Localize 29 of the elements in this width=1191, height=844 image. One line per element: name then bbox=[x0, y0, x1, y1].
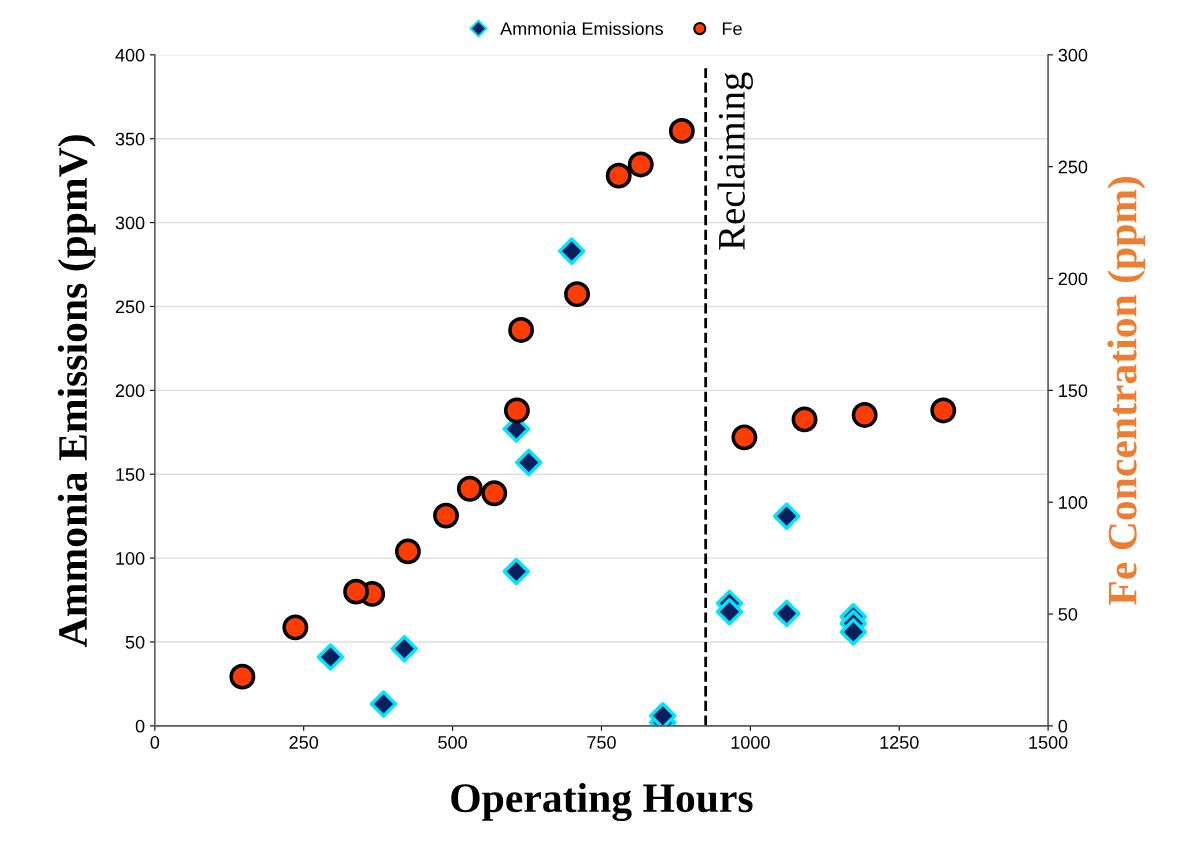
x-tick-label: 250 bbox=[289, 736, 319, 749]
y-tick-label: 200 bbox=[115, 384, 145, 398]
y-tick-label: 0 bbox=[135, 719, 145, 733]
y2-tick-label: 200 bbox=[1058, 272, 1088, 286]
x-tick-label: 500 bbox=[438, 736, 467, 749]
x-tick-label: 1500 bbox=[1029, 736, 1068, 749]
x-tick-label: 0 bbox=[150, 736, 160, 749]
y-tick-label: 150 bbox=[116, 468, 145, 481]
y2-tick-label: 150 bbox=[1059, 384, 1088, 398]
y-tick-label: 50 bbox=[125, 635, 145, 649]
x-tick-label: 1000 bbox=[731, 736, 770, 749]
x-axis-title: Operating Hours bbox=[451, 782, 753, 822]
y-tick-label: 250 bbox=[115, 300, 145, 314]
y2-tick-label: 50 bbox=[1058, 607, 1078, 621]
y2-axis-title: Fe Concentration (ppm) bbox=[1107, 176, 1146, 605]
y2-tick-label: 250 bbox=[1058, 160, 1088, 174]
legend-label: Ammonia Emissions bbox=[500, 21, 664, 36]
y2-tick-label: 300 bbox=[1058, 48, 1088, 62]
y-tick-label: 100 bbox=[116, 552, 145, 565]
x-tick-label: 750 bbox=[587, 736, 616, 749]
x-tick-label: 1250 bbox=[880, 736, 919, 749]
ref-line-label: Reclaiming bbox=[717, 72, 753, 250]
y-axis-title: Ammonia Emissions (ppmV) bbox=[57, 135, 96, 647]
y2-tick-label: 100 bbox=[1059, 496, 1088, 509]
y-tick-label: 350 bbox=[115, 132, 145, 146]
y-tick-label: 400 bbox=[115, 48, 145, 62]
y2-tick-label: 0 bbox=[1058, 719, 1068, 733]
legend-label: Fe bbox=[722, 22, 742, 36]
y-tick-label: 300 bbox=[115, 216, 145, 230]
